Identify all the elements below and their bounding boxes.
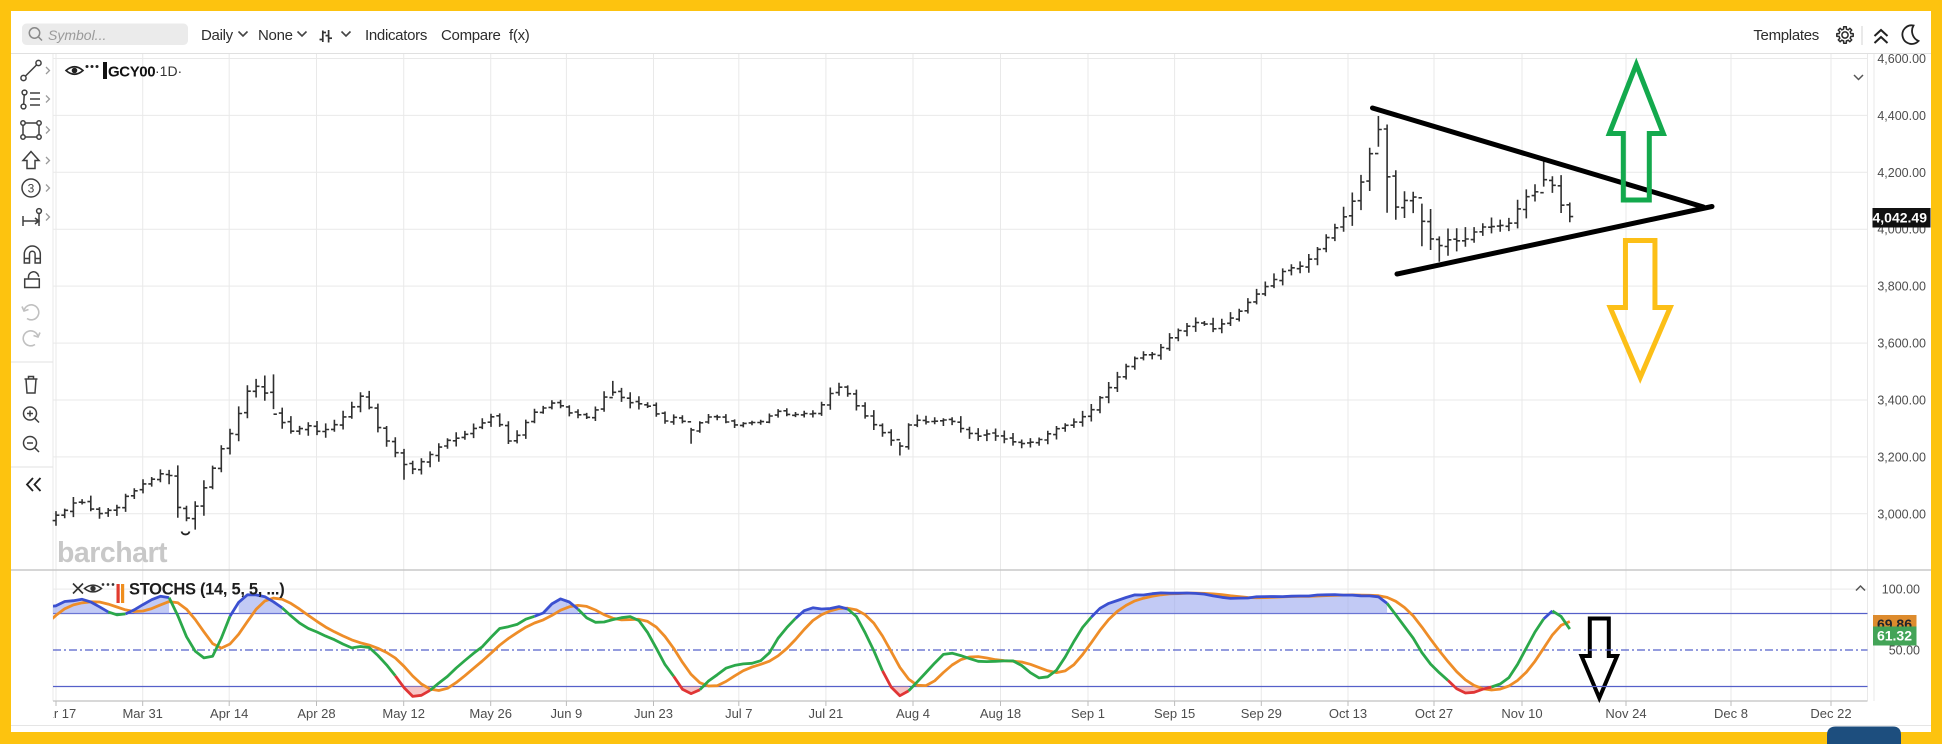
svg-text:Indicators: Indicators: [365, 27, 427, 44]
svg-text:Apr 14: Apr 14: [210, 706, 248, 721]
svg-text:3,400.00: 3,400.00: [1877, 394, 1926, 408]
svg-text:4,400.00: 4,400.00: [1877, 109, 1926, 123]
svg-text:Apr 28: Apr 28: [297, 706, 335, 721]
svg-text:·1D·: ·1D·: [155, 63, 182, 79]
svg-text:3,200.00: 3,200.00: [1877, 450, 1926, 464]
svg-text:May 26: May 26: [469, 706, 512, 721]
svg-text:Compare: Compare: [441, 27, 501, 44]
svg-text:Templates: Templates: [1753, 27, 1819, 44]
svg-text:None: None: [258, 27, 293, 44]
svg-text:3: 3: [28, 182, 35, 196]
svg-text:Dec 8: Dec 8: [1714, 706, 1748, 721]
svg-text:f(x): f(x): [509, 27, 530, 44]
svg-text:Mar 31: Mar 31: [122, 706, 162, 721]
svg-text:barchart: barchart: [57, 537, 168, 569]
svg-text:50.00: 50.00: [1889, 644, 1920, 658]
svg-text:May 12: May 12: [382, 706, 425, 721]
svg-text:Jun 9: Jun 9: [550, 706, 582, 721]
svg-text:Jul 7: Jul 7: [725, 706, 752, 721]
svg-text:4,042.49: 4,042.49: [1873, 210, 1928, 226]
svg-text:Dec 22: Dec 22: [1810, 706, 1851, 721]
svg-text:Daily: Daily: [201, 27, 234, 44]
svg-text:STOCHS (14, 5, 5, ...): STOCHS (14, 5, 5, ...): [129, 581, 284, 599]
svg-text:Sep 15: Sep 15: [1154, 706, 1195, 721]
svg-text:Aug 4: Aug 4: [896, 706, 930, 721]
svg-text:4,600.00: 4,600.00: [1877, 52, 1926, 66]
svg-text:4,200.00: 4,200.00: [1877, 166, 1926, 180]
svg-text:Jun 23: Jun 23: [634, 706, 673, 721]
svg-text:3,000.00: 3,000.00: [1877, 507, 1926, 521]
svg-text:100.00: 100.00: [1882, 583, 1920, 597]
svg-text:Nov 10: Nov 10: [1501, 706, 1542, 721]
svg-text:3,800.00: 3,800.00: [1877, 280, 1926, 294]
svg-text:Sep 1: Sep 1: [1071, 706, 1105, 721]
svg-text:Oct 13: Oct 13: [1329, 706, 1367, 721]
svg-text:Oct 27: Oct 27: [1415, 706, 1453, 721]
svg-text:61.32: 61.32: [1877, 628, 1912, 644]
svg-text:3,600.00: 3,600.00: [1877, 337, 1926, 351]
svg-text:GCY00: GCY00: [108, 64, 155, 81]
svg-text:Jul 21: Jul 21: [809, 706, 844, 721]
svg-text:Symbol...: Symbol...: [48, 27, 106, 43]
svg-text:Aug 18: Aug 18: [980, 706, 1021, 721]
svg-text:Sep 29: Sep 29: [1241, 706, 1282, 721]
svg-text:Mar 17: Mar 17: [36, 706, 76, 721]
svg-text:Nov 24: Nov 24: [1605, 706, 1646, 721]
